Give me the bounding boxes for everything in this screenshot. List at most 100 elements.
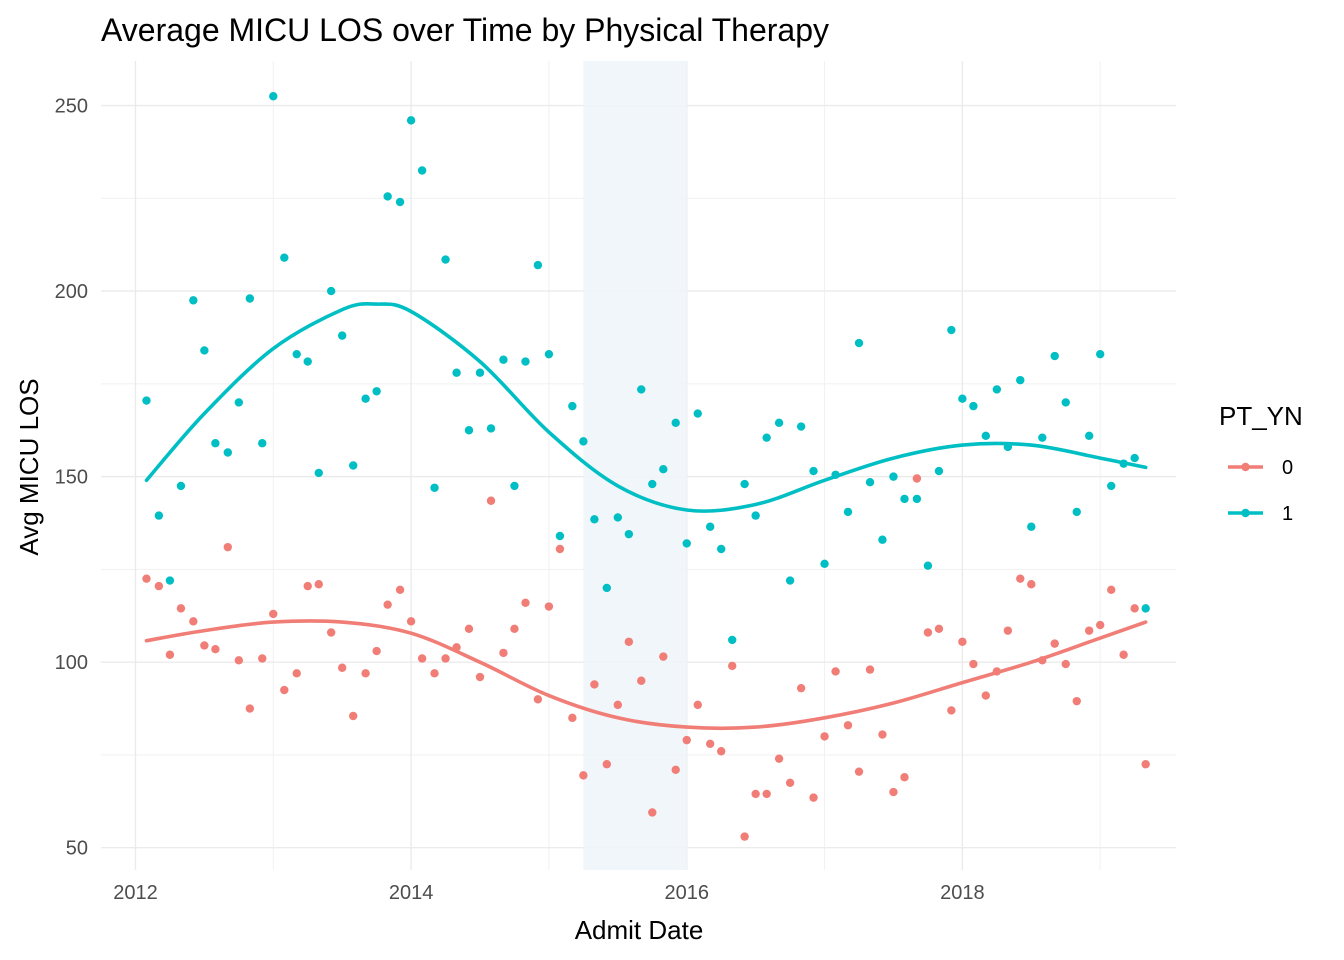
data-point-series-0 xyxy=(659,652,668,661)
smooth-line-series-0 xyxy=(144,619,1148,731)
data-point-series-1 xyxy=(637,385,646,394)
data-point-series-0 xyxy=(475,672,485,682)
data-point-series-0 xyxy=(693,700,702,710)
data-point-series-1 xyxy=(774,418,784,428)
data-point-series-0 xyxy=(878,730,887,739)
data-point-series-0 xyxy=(762,789,771,799)
data-point-series-1 xyxy=(245,294,255,303)
data-point-series-1 xyxy=(303,357,312,366)
data-point-series-1 xyxy=(372,387,381,396)
data-point-series-1 xyxy=(337,331,347,340)
data-point-series-0 xyxy=(705,739,715,749)
data-point-series-1 xyxy=(510,481,519,491)
data-point-series-0 xyxy=(843,721,853,730)
data-point-series-0 xyxy=(1130,604,1139,613)
data-point-series-0 xyxy=(682,735,691,745)
y-axis-title: Avg MICU LOS xyxy=(14,378,44,555)
data-point-series-0 xyxy=(245,704,255,713)
data-point-series-1 xyxy=(258,439,267,448)
data-point-series-1 xyxy=(1119,459,1128,468)
x-tick-label: 2012 xyxy=(113,882,158,904)
data-point-series-1 xyxy=(934,466,944,476)
data-point-series-0 xyxy=(280,685,289,695)
data-point-series-1 xyxy=(579,437,588,446)
x-tick-label: 2016 xyxy=(664,882,709,904)
y-tick-label: 100 xyxy=(55,652,88,674)
data-point-series-1 xyxy=(740,479,749,489)
data-point-series-0 xyxy=(934,624,944,633)
data-point-series-0 xyxy=(1027,580,1036,589)
data-point-series-1 xyxy=(1095,349,1105,359)
data-point-series-0 xyxy=(521,598,530,608)
data-point-series-0 xyxy=(716,747,726,756)
data-point-series-0 xyxy=(624,637,634,646)
data-point-series-1 xyxy=(900,494,909,504)
data-point-series-1 xyxy=(349,461,358,470)
data-point-series-1 xyxy=(1061,398,1070,407)
data-point-series-1 xyxy=(693,409,702,418)
data-point-series-0 xyxy=(441,654,450,663)
data-point-series-1 xyxy=(475,368,485,377)
data-point-series-0 xyxy=(1119,650,1128,659)
data-point-series-0 xyxy=(292,669,301,678)
data-point-series-0 xyxy=(992,667,1002,676)
data-point-series-0 xyxy=(211,644,220,654)
data-point-series-1 xyxy=(361,394,370,403)
y-tick-label: 50 xyxy=(66,838,88,860)
data-point-series-1 xyxy=(1130,453,1139,463)
data-point-series-1 xyxy=(383,192,392,201)
data-point-series-1 xyxy=(1003,442,1013,452)
data-point-series-0 xyxy=(176,604,186,613)
data-point-series-1 xyxy=(544,349,554,359)
data-point-series-0 xyxy=(637,676,646,685)
data-point-series-1 xyxy=(969,401,978,411)
data-point-series-0 xyxy=(602,760,612,769)
data-point-series-0 xyxy=(510,624,519,633)
data-point-series-0 xyxy=(613,700,623,710)
data-point-series-0 xyxy=(303,581,312,591)
data-point-series-0 xyxy=(258,654,267,663)
data-point-series-0 xyxy=(189,617,198,626)
data-point-series-0 xyxy=(900,773,909,782)
x-axis-ticks: 2012 2014 2016 2018 xyxy=(113,882,984,904)
data-point-series-1 xyxy=(785,576,795,585)
data-point-series-1 xyxy=(234,398,244,407)
data-point-series-0 xyxy=(372,646,381,656)
legend-label-0: 0 xyxy=(1282,457,1293,479)
x-tick-label: 2014 xyxy=(389,882,434,904)
data-point-series-1 xyxy=(1038,433,1047,442)
data-point-series-1 xyxy=(981,431,991,441)
data-point-series-1 xyxy=(499,355,508,364)
data-point-series-1 xyxy=(395,197,405,207)
data-point-series-0 xyxy=(854,767,864,776)
data-point-series-0 xyxy=(568,713,577,723)
data-point-series-0 xyxy=(923,628,933,637)
data-point-series-0 xyxy=(648,808,657,817)
data-point-series-0 xyxy=(555,544,565,554)
data-point-series-1 xyxy=(671,418,680,428)
data-point-series-1 xyxy=(326,286,336,296)
legend-items: 01 xyxy=(1228,457,1293,525)
data-point-series-0 xyxy=(464,624,474,633)
data-point-series-1 xyxy=(430,483,439,492)
data-point-series-1 xyxy=(762,433,771,442)
legend-title: PT_YN xyxy=(1219,401,1303,431)
data-point-series-0 xyxy=(912,474,922,483)
data-point-series-1 xyxy=(865,477,875,487)
data-point-series-0 xyxy=(452,643,461,652)
data-point-series-1 xyxy=(555,531,565,541)
data-point-series-0 xyxy=(486,496,496,505)
data-point-series-1 xyxy=(912,494,922,504)
data-point-series-1 xyxy=(568,401,577,411)
data-point-series-1 xyxy=(521,357,530,366)
data-point-series-0 xyxy=(361,669,370,678)
data-point-series-0 xyxy=(326,628,336,637)
data-point-series-1 xyxy=(796,422,806,431)
data-point-series-1 xyxy=(947,325,956,335)
data-point-series-0 xyxy=(499,648,508,658)
data-point-series-1 xyxy=(843,507,853,517)
data-point-series-1 xyxy=(659,465,668,474)
data-point-series-1 xyxy=(1027,522,1036,531)
y-tick-label: 200 xyxy=(55,281,88,303)
